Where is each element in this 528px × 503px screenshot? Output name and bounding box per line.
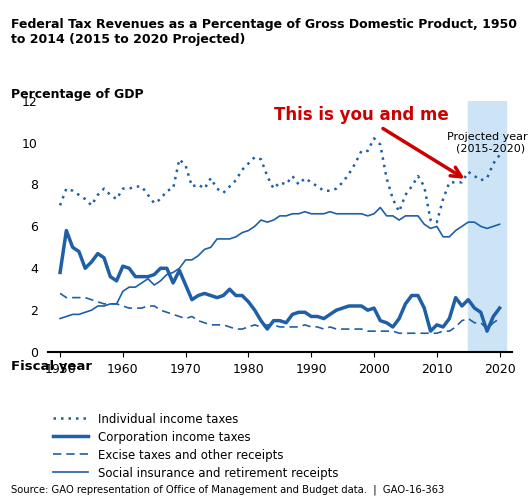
Text: Projected years
(2015-2020): Projected years (2015-2020) bbox=[447, 132, 528, 153]
Text: Percentage of GDP: Percentage of GDP bbox=[11, 88, 143, 101]
Text: Source: GAO representation of Office of Management and Budget data.  |  GAO-16-3: Source: GAO representation of Office of … bbox=[11, 485, 444, 495]
Bar bbox=[468, 101, 506, 352]
Text: Fiscal year: Fiscal year bbox=[11, 360, 91, 373]
Text: This is you and me: This is you and me bbox=[274, 106, 461, 177]
Text: Federal Tax Revenues as a Percentage of Gross Domestic Product, 1950: Federal Tax Revenues as a Percentage of … bbox=[11, 18, 516, 31]
Text: to 2014 (2015 to 2020 Projected): to 2014 (2015 to 2020 Projected) bbox=[11, 33, 245, 46]
Legend: Individual income taxes, Corporation income taxes, Excise taxes and other receip: Individual income taxes, Corporation inc… bbox=[53, 413, 338, 480]
